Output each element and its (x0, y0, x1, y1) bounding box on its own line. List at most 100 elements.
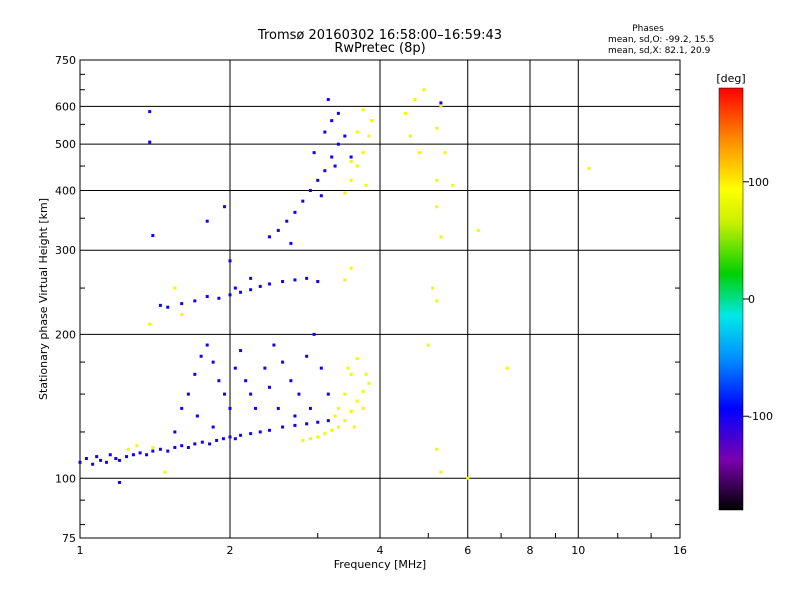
data-point-X (439, 470, 443, 474)
data-point-O (223, 205, 227, 209)
y-tick-label: 400 (55, 184, 76, 197)
x-tick-label: 4 (377, 544, 384, 557)
phase-box-heading: Phases (632, 24, 664, 34)
data-point-O (125, 455, 129, 459)
data-point-X (439, 104, 443, 108)
data-point-O (217, 379, 221, 383)
data-point-X (349, 178, 353, 182)
data-point-X (431, 286, 435, 290)
data-point-X (422, 88, 426, 92)
data-point-O (228, 259, 232, 263)
data-point-O (221, 437, 225, 441)
data-point-O (166, 305, 170, 309)
data-point-O (272, 343, 276, 347)
data-point-X (343, 392, 347, 396)
data-point-X (364, 372, 368, 376)
data-point-O (312, 332, 316, 336)
data-point-O (205, 295, 209, 299)
data-point-O (215, 438, 219, 442)
data-point-O (258, 430, 262, 434)
data-point-X (333, 414, 337, 418)
data-point-X (343, 191, 347, 195)
data-point-O (233, 437, 237, 441)
data-point-O (305, 276, 309, 280)
data-point-O (267, 282, 271, 286)
data-point-O (316, 420, 320, 424)
data-point-O (281, 280, 285, 284)
data-point-O (211, 425, 215, 429)
data-point-O (186, 445, 190, 449)
data-point-O (99, 458, 103, 462)
data-point-X (466, 476, 470, 480)
data-point-O (308, 406, 312, 410)
data-point-O (193, 442, 197, 446)
data-point-O (336, 142, 340, 146)
data-point-O (166, 449, 170, 453)
y-tick-label: 500 (55, 138, 76, 151)
data-point-O (267, 235, 271, 239)
data-point-O (233, 366, 237, 370)
data-point-X (435, 205, 439, 209)
data-point-X (355, 130, 359, 134)
data-point-X (443, 151, 447, 155)
data-point-O (244, 379, 248, 383)
data-point-X (364, 183, 368, 187)
data-point-O (117, 480, 121, 484)
data-point-O (180, 406, 184, 410)
data-point-O (78, 460, 82, 464)
data-point-O (131, 453, 135, 457)
x-tick-label: 6 (464, 544, 471, 557)
data-point-O (228, 406, 232, 410)
y-tick-label: 75 (62, 532, 76, 545)
data-point-X (151, 445, 155, 449)
colorbar-tick-label: -100 (748, 410, 773, 423)
data-point-O (108, 453, 112, 457)
data-point-O (249, 288, 253, 292)
data-point-O (349, 155, 353, 159)
data-point-O (151, 234, 155, 238)
data-point-X (346, 366, 350, 370)
data-point-O (323, 130, 327, 134)
data-point-O (173, 430, 177, 434)
data-point-X (330, 428, 334, 432)
data-point-X (403, 111, 407, 115)
data-point-O (330, 119, 334, 123)
y-axis-label: Stationary phase Virtual Height [km] (37, 198, 50, 400)
x-tick-label: 10 (571, 544, 585, 557)
y-tick-label: 750 (55, 54, 76, 67)
data-point-X (435, 447, 439, 451)
data-point-O (195, 414, 199, 418)
data-point-O (249, 392, 253, 396)
data-point-X (343, 419, 347, 423)
data-point-X (370, 119, 374, 123)
data-point-X (308, 437, 312, 441)
data-points (78, 88, 591, 484)
data-point-O (193, 299, 197, 303)
data-point-O (205, 343, 209, 347)
data-point-O (326, 392, 330, 396)
data-point-O (281, 360, 285, 364)
data-point-O (267, 385, 271, 389)
data-point-O (186, 392, 190, 396)
chart-subtitle: RwPretec (8p) (334, 41, 425, 56)
data-point-O (180, 302, 184, 306)
data-point-O (217, 296, 221, 300)
data-point-X (451, 183, 455, 187)
data-point-X (355, 164, 359, 168)
data-point-X (408, 134, 412, 138)
data-point-X (316, 435, 320, 439)
data-point-X (352, 425, 356, 429)
data-point-X (349, 372, 353, 376)
data-point-O (297, 392, 301, 396)
data-point-X (435, 178, 439, 182)
data-point-O (199, 354, 203, 358)
data-point-X (417, 151, 421, 155)
data-point-X (587, 166, 591, 170)
data-point-O (117, 458, 121, 462)
data-point-X (361, 151, 365, 155)
data-point-O (239, 433, 243, 437)
data-point-O (281, 425, 285, 429)
data-point-X (349, 409, 353, 413)
data-point-O (326, 98, 330, 102)
